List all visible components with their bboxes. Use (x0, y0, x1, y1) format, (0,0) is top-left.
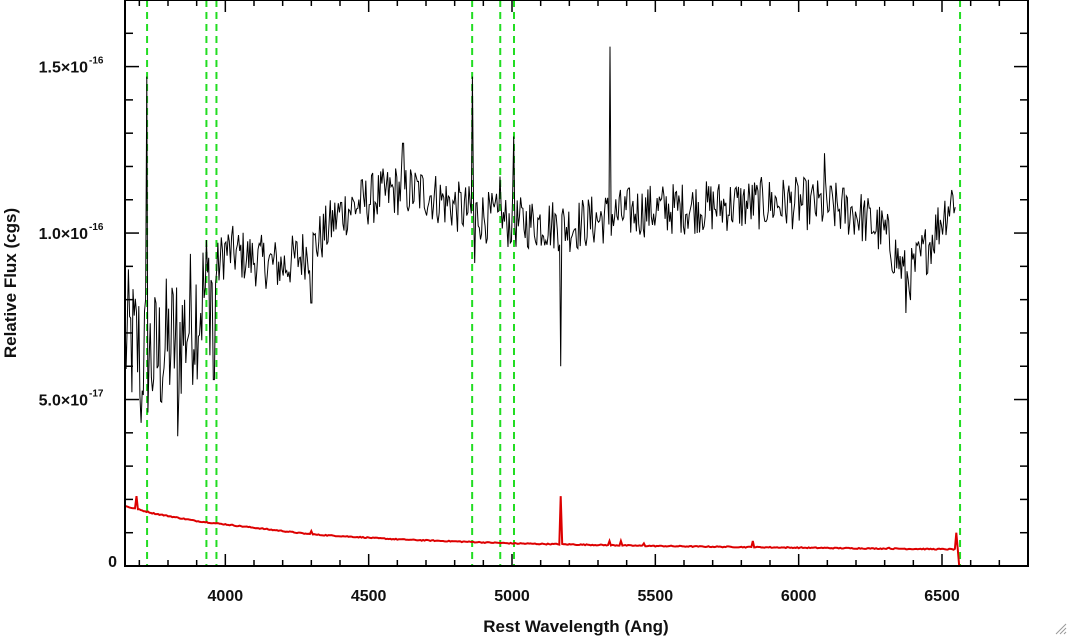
resize-grip-icon[interactable] (1055, 623, 1067, 635)
y-tick-label: 0 (108, 554, 117, 571)
axis-tick-labels: 4000 4500 5000 5500 6000 6500 0 5.0×10 -17 1.0×10… (39, 56, 960, 605)
emission-line-markers (146, 0, 962, 566)
x-tick-label: 6500 (924, 588, 960, 605)
model-spectrum-line (124, 495, 1028, 567)
object-spectrum-line (124, 46, 956, 437)
y-tick-label: 1.0×10 (39, 226, 88, 243)
x-axis-title: Rest Wavelength (Ang) (483, 617, 668, 636)
y-tick-exponent: -17 (89, 389, 104, 400)
y-tick-exponent: -16 (89, 56, 104, 67)
y-axis-title: Relative Flux (cgs) (1, 208, 20, 358)
x-tick-label: 5500 (638, 588, 674, 605)
y-tick-exponent: -16 (89, 222, 104, 233)
x-tick-label: 4000 (208, 588, 244, 605)
y-tick-label: 1.5×10 (39, 60, 88, 77)
x-tick-label: 6000 (781, 588, 817, 605)
series-layer (124, 46, 1028, 567)
x-tick-label: 5000 (494, 588, 530, 605)
plot-frame (124, 0, 1029, 567)
x-tick-label: 4500 (351, 588, 387, 605)
y-tick-label: 5.0×10 (39, 393, 88, 410)
axis-ticks (125, 0, 1029, 567)
